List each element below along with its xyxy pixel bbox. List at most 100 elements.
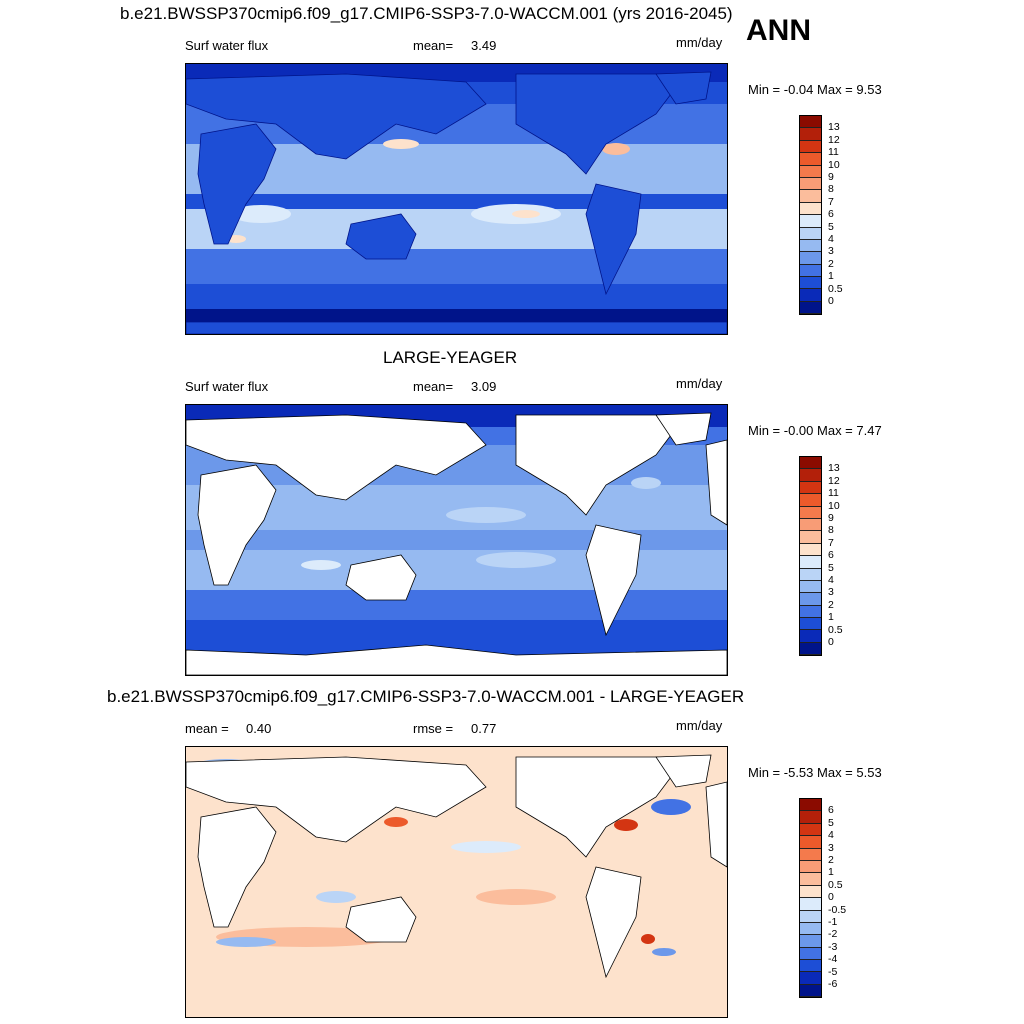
colorbar-swatch	[800, 848, 821, 861]
africa	[197, 806, 277, 928]
variable-label: Surf water flux	[185, 38, 269, 53]
continents-model	[186, 71, 727, 334]
panel-title: b.e21.BWSSP370cmip6.f09_g17.CMIP6-SSP3-7…	[107, 687, 745, 706]
variable-label: Surf water flux	[185, 379, 269, 394]
colorbar-tick-label: 12	[828, 133, 840, 146]
colorbar-swatch	[800, 215, 821, 228]
colorbar-swatch	[800, 935, 821, 948]
colorbar-tick-label: 2	[828, 598, 834, 611]
colorbar-swatch	[800, 618, 821, 631]
colorbar-swatch	[800, 116, 821, 129]
anomaly-negative-indian	[316, 891, 356, 903]
mean-value: 3.49	[471, 38, 497, 53]
south-america	[585, 524, 642, 637]
colorbar-tick-label: 6	[828, 549, 834, 562]
anomaly-positive-gulf-stream	[614, 819, 638, 831]
colorbar-tick-label: -3	[828, 940, 838, 953]
subtropical-max-south-pacific	[476, 552, 556, 568]
units-label: mm/day	[676, 718, 723, 733]
colorbar-tick-label: 6	[828, 804, 834, 817]
colorbar-tick-label: 5	[828, 561, 834, 574]
colorbar-swatches	[799, 115, 822, 316]
colorbar-tick-label: -0.5	[828, 903, 847, 916]
continents-observations	[186, 412, 727, 675]
subtropic-band-south	[186, 550, 727, 590]
colorbar-swatch	[800, 252, 821, 265]
colorbar-swatch	[800, 301, 821, 315]
colorbar-tick-label: -4	[828, 953, 838, 966]
colorbar-tick-label: 13	[828, 462, 840, 475]
south-america	[585, 866, 642, 979]
eurasia	[186, 756, 487, 843]
colorbar-tick-label: 7	[828, 195, 834, 208]
rmse-label: rmse =	[413, 721, 454, 736]
colorbar-swatch	[800, 165, 821, 178]
colorbar-tick-label: 0	[828, 891, 834, 904]
anomaly-negative-south-atlantic	[652, 948, 676, 956]
colorbar-tick-label: 1	[828, 611, 834, 624]
min-max-label: Min = -0.04 Max = 9.53	[748, 82, 882, 97]
colorbar-swatch	[800, 823, 821, 837]
colorbar-tick-label: -2	[828, 928, 838, 941]
colorbar-swatch	[800, 202, 821, 216]
colorbar-swatch	[800, 568, 821, 581]
colorbar-swatch	[800, 580, 821, 594]
mean-value: 3.09	[471, 379, 497, 394]
midlat-band-south	[186, 590, 727, 620]
colorbar-swatch	[800, 556, 821, 569]
anomaly-negative-pacific	[451, 841, 521, 853]
colorbar-swatch	[800, 972, 821, 985]
colorbar-swatch	[800, 177, 821, 191]
colorbar-tick-label: 0	[828, 295, 834, 307]
subtropical-max-pacific	[446, 507, 526, 523]
colorbar-swatch	[800, 593, 821, 606]
colorbar-tick-label: 9	[828, 512, 834, 524]
mean-value: 0.40	[246, 721, 272, 736]
colorbar-swatches	[799, 456, 822, 657]
colorbar-swatch	[800, 289, 821, 302]
colorbar-swatch	[800, 799, 821, 812]
evap-max-gulf-stream	[631, 477, 661, 489]
colorbar-swatch	[800, 885, 821, 899]
africa	[197, 464, 277, 586]
eurasia	[186, 414, 487, 501]
colorbar-tick-label: 0.5	[828, 282, 843, 295]
colorbar-tick-label: -6	[828, 978, 838, 990]
colorbar-swatch	[800, 630, 821, 643]
colorbar-swatch	[800, 898, 821, 911]
evap-max-kuroshio	[383, 139, 419, 149]
colorbar-swatch	[800, 128, 821, 141]
colorbar-swatch	[800, 457, 821, 470]
south-america	[585, 183, 642, 296]
evap-max-south-pacific	[512, 210, 540, 218]
colorbar-tick-label: 0	[828, 636, 834, 648]
rmse-value: 0.77	[471, 721, 497, 736]
colorbar-swatch	[800, 481, 821, 495]
colorbar-tick-label: 4	[828, 233, 834, 245]
evap-max-gulf-stream	[602, 143, 630, 155]
colorbar-tick-label: 2	[828, 854, 834, 866]
colorbar-swatch	[800, 605, 821, 619]
colorbar-tick-label: 4	[828, 829, 834, 842]
colorbar-tick-label: 10	[828, 499, 840, 512]
colorbar-tick-label: -5	[828, 965, 838, 978]
subtropic-band-north	[186, 144, 727, 194]
colorbar-swatch	[800, 494, 821, 507]
colorbar-swatch	[800, 227, 821, 240]
continents-difference	[186, 754, 727, 979]
tropic-band	[186, 530, 727, 550]
colorbar-tick-label: 5	[828, 816, 834, 829]
australia	[345, 896, 417, 943]
subtropical-max-indian	[301, 560, 341, 570]
anomaly-positive-tropical-pacific	[476, 889, 556, 905]
figure-title: b.e21.BWSSP370cmip6.f09_g17.CMIP6-SSP3-7…	[120, 4, 733, 23]
map-model	[185, 63, 728, 335]
greenland	[655, 71, 712, 105]
storm-band-south	[186, 284, 727, 309]
subtropic-band-north	[186, 485, 727, 530]
min-max-label: Min = -0.00 Max = 7.47	[748, 423, 882, 438]
colorbar-tick-label: 11	[828, 487, 839, 500]
colorbar-swatch	[800, 811, 821, 824]
colorbar-tick-label: 3	[828, 841, 834, 854]
colorbar-swatch	[800, 140, 821, 154]
